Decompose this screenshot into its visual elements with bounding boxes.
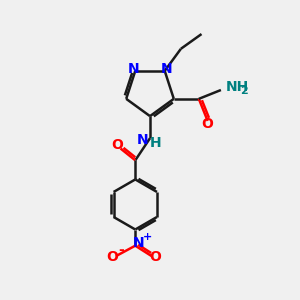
Text: N: N xyxy=(128,61,140,76)
Text: O: O xyxy=(107,250,118,265)
Text: 2: 2 xyxy=(240,85,248,96)
Text: N: N xyxy=(160,61,172,76)
Text: O: O xyxy=(202,118,214,131)
Text: -: - xyxy=(118,242,124,256)
Text: N: N xyxy=(137,133,148,147)
Text: NH: NH xyxy=(225,80,249,94)
Text: +: + xyxy=(143,232,152,242)
Text: O: O xyxy=(111,138,123,152)
Text: O: O xyxy=(149,250,161,265)
Text: H: H xyxy=(150,136,162,150)
Text: N: N xyxy=(133,236,145,250)
